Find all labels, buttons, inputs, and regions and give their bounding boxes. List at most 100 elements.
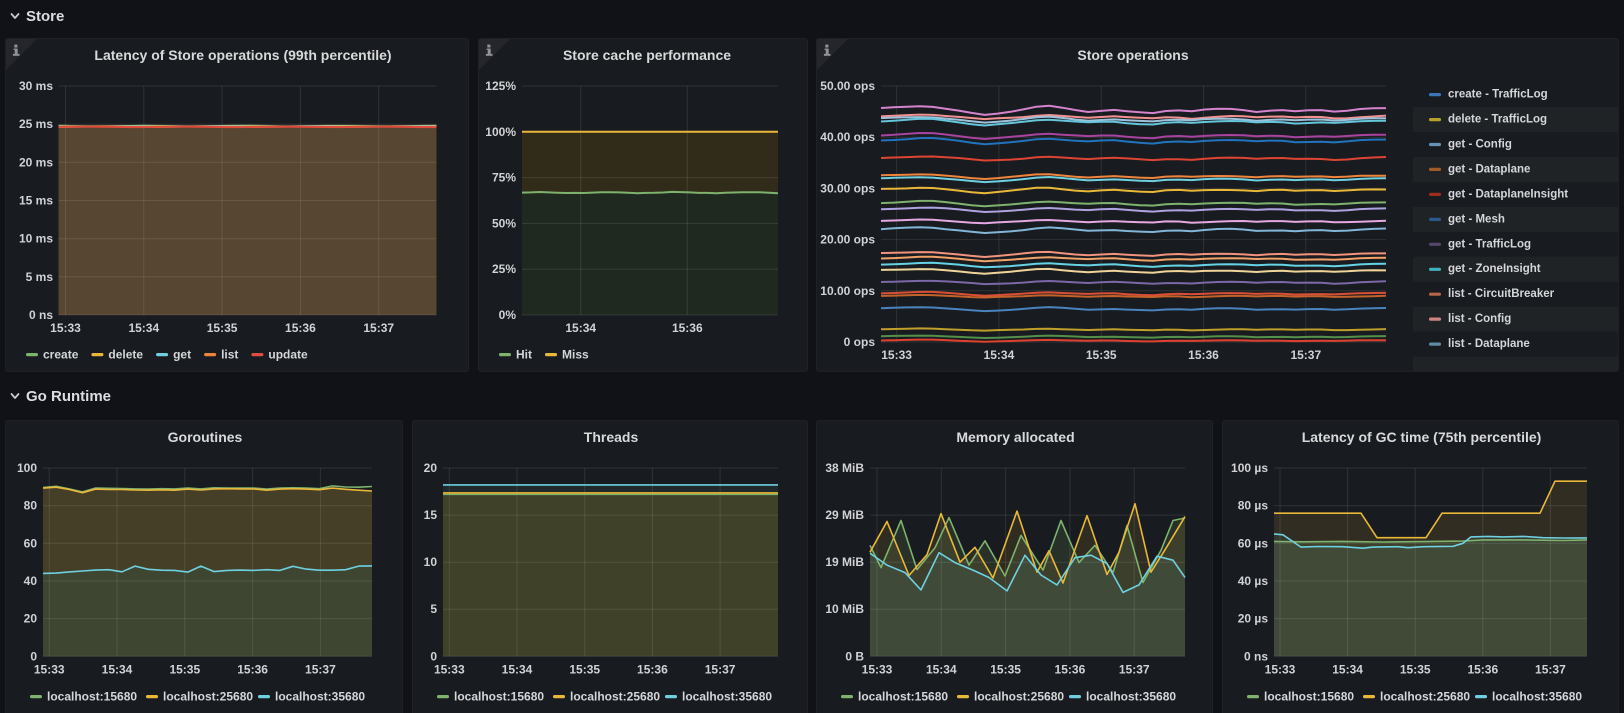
svg-text:Miss: Miss [562, 348, 589, 362]
svg-text:0%: 0% [499, 308, 517, 322]
svg-text:15:37: 15:37 [705, 663, 736, 677]
svg-text:get - DataplaneInsight: get - DataplaneInsight [1448, 188, 1568, 200]
svg-text:40.00 ops: 40.00 ops [820, 130, 875, 144]
svg-text:15:36: 15:36 [1055, 663, 1086, 677]
svg-text:60: 60 [24, 536, 38, 550]
svg-text:15:36: 15:36 [637, 663, 668, 677]
svg-text:125%: 125% [485, 79, 516, 93]
svg-text:25%: 25% [492, 262, 516, 276]
svg-text:15:33: 15:33 [50, 321, 81, 335]
svg-text:5 ms: 5 ms [26, 270, 54, 284]
svg-text:15:34: 15:34 [502, 663, 533, 677]
svg-text:get: get [173, 348, 191, 362]
svg-text:localhost:15680: localhost:15680 [1264, 690, 1354, 704]
svg-text:20 ms: 20 ms [19, 155, 53, 169]
svg-text:localhost:35680: localhost:35680 [1086, 690, 1176, 704]
svg-text:15 ms: 15 ms [19, 194, 53, 208]
svg-text:30.00 ops: 30.00 ops [820, 181, 875, 195]
svg-text:get - TrafficLog: get - TrafficLog [1448, 238, 1531, 250]
svg-text:create: create [43, 348, 79, 362]
svg-text:10.00 ops: 10.00 ops [820, 284, 875, 298]
svg-text:20: 20 [424, 461, 438, 475]
svg-text:100 µs: 100 µs [1231, 461, 1268, 475]
svg-text:Store cache performance: Store cache performance [563, 47, 731, 63]
svg-text:localhost:25680: localhost:25680 [163, 690, 253, 704]
svg-text:15:36: 15:36 [237, 663, 268, 677]
svg-text:15:37: 15:37 [1290, 348, 1321, 362]
svg-text:localhost:25680: localhost:25680 [974, 690, 1064, 704]
svg-text:list - Config: list - Config [1448, 313, 1511, 325]
svg-text:get - Dataplane: get - Dataplane [1448, 163, 1530, 175]
svg-text:10 MiB: 10 MiB [825, 602, 864, 616]
svg-text:get - Config: get - Config [1448, 139, 1512, 151]
svg-text:15:35: 15:35 [207, 321, 238, 335]
svg-text:list: list [221, 348, 238, 362]
svg-text:80: 80 [24, 499, 38, 513]
svg-text:0 ns: 0 ns [29, 308, 53, 322]
svg-text:30 ms: 30 ms [19, 79, 53, 93]
svg-text:Store operations: Store operations [1077, 47, 1188, 63]
svg-text:15:37: 15:37 [1119, 663, 1150, 677]
svg-text:10 ms: 10 ms [19, 232, 53, 246]
svg-text:15:36: 15:36 [285, 321, 316, 335]
svg-text:20: 20 [24, 612, 38, 626]
svg-text:localhost:15680: localhost:15680 [454, 690, 544, 704]
svg-text:100%: 100% [485, 125, 516, 139]
svg-text:15:34: 15:34 [128, 321, 159, 335]
svg-text:25 ms: 25 ms [19, 117, 53, 131]
svg-text:Hit: Hit [516, 348, 532, 362]
svg-text:15:36: 15:36 [672, 321, 703, 335]
svg-text:75%: 75% [492, 171, 516, 185]
svg-text:15:35: 15:35 [1086, 348, 1117, 362]
svg-text:Latency of GC time (75th perce: Latency of GC time (75th percentile) [1302, 429, 1542, 445]
svg-text:update: update [268, 348, 308, 362]
svg-text:Goroutines: Goroutines [168, 429, 243, 445]
svg-text:10: 10 [424, 555, 438, 569]
svg-text:100: 100 [17, 461, 37, 475]
svg-text:15:37: 15:37 [305, 663, 336, 677]
svg-text:get - Mesh: get - Mesh [1448, 213, 1505, 225]
svg-text:15:36: 15:36 [1467, 663, 1498, 677]
svg-text:38 MiB: 38 MiB [825, 461, 864, 475]
svg-text:15:37: 15:37 [363, 321, 394, 335]
svg-text:15:33: 15:33 [434, 663, 465, 677]
svg-text:15:35: 15:35 [169, 663, 200, 677]
svg-text:15:34: 15:34 [926, 663, 957, 677]
svg-text:19 MiB: 19 MiB [825, 555, 864, 569]
svg-text:0: 0 [30, 649, 37, 663]
svg-text:15:34: 15:34 [102, 663, 133, 677]
svg-text:get - ZoneInsight: get - ZoneInsight [1448, 263, 1541, 275]
svg-text:list - Dataplane: list - Dataplane [1448, 338, 1530, 350]
svg-text:40: 40 [24, 574, 38, 588]
svg-text:localhost:35680: localhost:35680 [682, 690, 772, 704]
svg-text:15:33: 15:33 [1265, 663, 1296, 677]
svg-text:50%: 50% [492, 216, 516, 230]
svg-text:15: 15 [424, 508, 438, 522]
svg-text:5: 5 [430, 602, 437, 616]
svg-text:20.00 ops: 20.00 ops [820, 233, 875, 247]
svg-text:create - TrafficLog: create - TrafficLog [1448, 89, 1548, 101]
svg-text:40 µs: 40 µs [1238, 574, 1269, 588]
svg-text:Latency of Store operations (9: Latency of Store operations (99th percen… [94, 47, 391, 63]
svg-text:15:34: 15:34 [984, 348, 1015, 362]
svg-text:15:33: 15:33 [34, 663, 65, 677]
svg-text:15:36: 15:36 [1188, 348, 1219, 362]
svg-text:29 MiB: 29 MiB [825, 508, 864, 522]
svg-text:list - CircuitBreaker: list - CircuitBreaker [1448, 288, 1555, 300]
svg-text:50.00 ops: 50.00 ops [820, 79, 875, 93]
svg-text:delete - TrafficLog: delete - TrafficLog [1448, 114, 1547, 126]
svg-text:Threads: Threads [584, 429, 639, 445]
svg-text:15:35: 15:35 [1400, 663, 1431, 677]
svg-text:localhost:25680: localhost:25680 [570, 690, 660, 704]
svg-text:15:33: 15:33 [881, 348, 912, 362]
svg-text:15:35: 15:35 [569, 663, 600, 677]
svg-text:15:33: 15:33 [862, 663, 893, 677]
svg-text:delete: delete [108, 348, 143, 362]
svg-text:20 µs: 20 µs [1238, 612, 1269, 626]
svg-text:0 B: 0 B [845, 649, 864, 663]
svg-text:localhost:35680: localhost:35680 [1492, 690, 1582, 704]
svg-text:15:35: 15:35 [990, 663, 1021, 677]
svg-text:localhost:15680: localhost:15680 [47, 690, 137, 704]
svg-text:localhost:15680: localhost:15680 [858, 690, 948, 704]
svg-text:60 µs: 60 µs [1238, 536, 1269, 550]
